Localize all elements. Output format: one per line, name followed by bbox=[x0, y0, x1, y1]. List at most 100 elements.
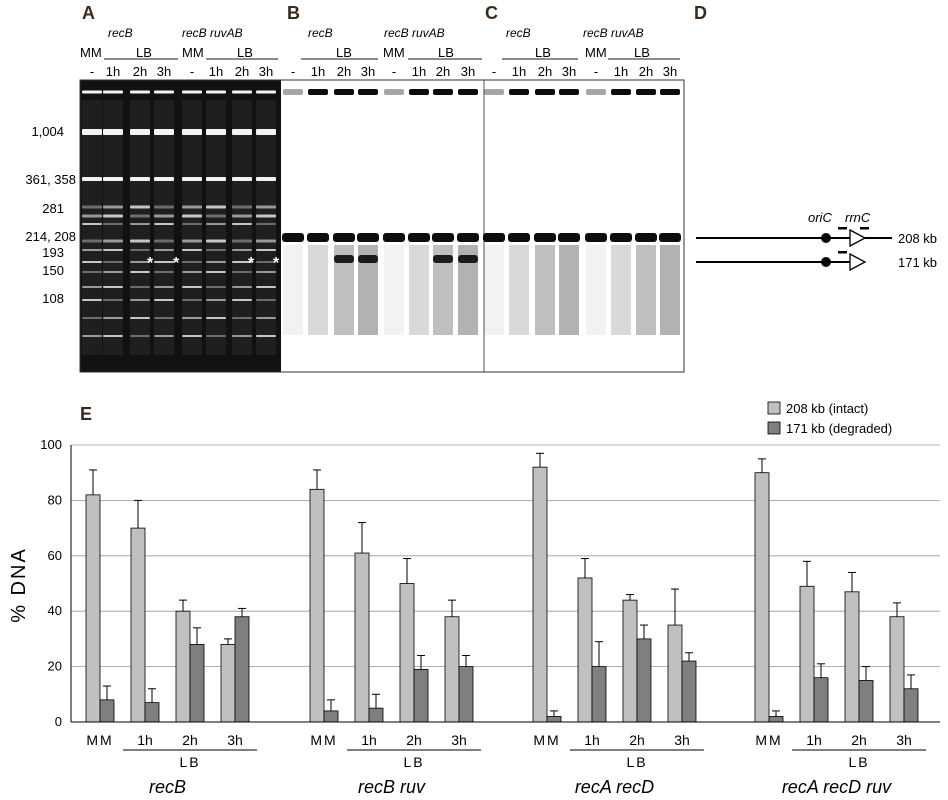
panel-a-lb-1: LB bbox=[136, 45, 152, 60]
bar-degraded-3-2 bbox=[858, 680, 874, 723]
gel-a-band bbox=[82, 205, 102, 209]
gel-a-band bbox=[206, 317, 226, 319]
legend: 208 kb (intact) 171 kb (degraded) bbox=[767, 401, 892, 436]
blot-b-171kb-band bbox=[433, 255, 453, 263]
probe-bar-3 bbox=[838, 251, 847, 254]
gel-a-band bbox=[182, 286, 202, 288]
gel-a-lane-smear bbox=[103, 100, 123, 355]
gel-a-band bbox=[256, 90, 276, 94]
gel-a-band bbox=[103, 317, 123, 319]
size-marker-361-358: 361, 358 bbox=[25, 172, 76, 187]
blot-c-208kb-band bbox=[508, 233, 530, 242]
gel-a-band bbox=[82, 271, 102, 273]
gel-a-band bbox=[154, 214, 174, 218]
blot-b-smear bbox=[308, 245, 328, 335]
blot-b-208kb-band bbox=[333, 233, 355, 242]
gel-a-band bbox=[130, 214, 150, 218]
gel-a-band bbox=[232, 205, 252, 209]
x-tick-2-3: 3h bbox=[674, 732, 690, 748]
gel-a-band bbox=[82, 249, 102, 251]
lane-label-b-4: - bbox=[392, 64, 396, 79]
gel-a-band bbox=[103, 205, 123, 209]
x-tick-0-1: 1h bbox=[137, 732, 153, 748]
blot-c-smear bbox=[660, 245, 680, 335]
lane-label-a-2: 2h bbox=[133, 64, 147, 79]
oric-dot-2 bbox=[821, 257, 831, 267]
gel-a-band bbox=[232, 271, 252, 273]
gel-a-band bbox=[206, 299, 226, 301]
oric-dot-1 bbox=[821, 233, 831, 243]
panel-c-letter: C bbox=[485, 3, 498, 23]
gel-a-band bbox=[182, 223, 202, 225]
bar-intact-1-2 bbox=[399, 583, 415, 723]
blot-b-208kb-band bbox=[357, 233, 379, 242]
gel-a-band bbox=[182, 261, 202, 263]
gel-a-band bbox=[182, 239, 202, 243]
blot-c-smear bbox=[559, 245, 579, 335]
blot-b-171kb-band bbox=[358, 255, 378, 263]
size-marker-281: 281 bbox=[42, 201, 64, 216]
bar-degraded-0-1 bbox=[144, 702, 160, 723]
gel-a-band bbox=[154, 205, 174, 209]
blot-b-smear bbox=[334, 245, 354, 335]
gel-a-band bbox=[206, 214, 226, 218]
x-tick-2-2: 2h bbox=[629, 732, 645, 748]
blot-c-well-band bbox=[484, 89, 504, 95]
bar-degraded-2-1 bbox=[591, 666, 607, 723]
gel-a-band bbox=[103, 129, 123, 135]
gel-a-band bbox=[154, 261, 174, 263]
gel-a-band bbox=[256, 129, 276, 135]
bar-degraded-3-1 bbox=[813, 677, 829, 723]
size-marker-1004: 1,004 bbox=[31, 124, 64, 139]
gel-a-background bbox=[80, 80, 281, 372]
blot-c-208kb-band bbox=[635, 233, 657, 242]
panel-a-mm-1: MM bbox=[80, 45, 102, 60]
blot-b-208kb-band bbox=[282, 233, 304, 242]
size-marker-108: 108 bbox=[42, 291, 64, 306]
lb-label-1: LB bbox=[403, 754, 424, 770]
bar-intact-0-3 bbox=[220, 644, 236, 723]
gel-a-band bbox=[182, 271, 202, 273]
gel-a-lane-smear bbox=[130, 100, 150, 355]
gel-a-band bbox=[154, 286, 174, 288]
blot-c-well-band bbox=[611, 89, 631, 95]
x-tick-3-1: 1h bbox=[806, 732, 822, 748]
gel-a-band bbox=[256, 299, 276, 301]
panel-a-lb-2: LB bbox=[237, 45, 253, 60]
size-marker-214-208: 214, 208 bbox=[25, 229, 76, 244]
panel-e-letter: E bbox=[80, 404, 92, 424]
gel-a-band bbox=[103, 214, 123, 218]
blot-c-smear bbox=[535, 245, 555, 335]
blot-b-208kb-band bbox=[307, 233, 329, 242]
gel-a-band bbox=[154, 223, 174, 225]
blot-b-208kb-band bbox=[383, 233, 405, 242]
gel-a-band bbox=[130, 90, 150, 94]
gel-a-band bbox=[154, 129, 174, 135]
gel-a-band bbox=[130, 335, 150, 337]
asterisk-1: * bbox=[147, 255, 154, 272]
blot-c-well-band bbox=[559, 89, 579, 95]
gel-a-band bbox=[103, 335, 123, 337]
y-tick-20: 20 bbox=[48, 659, 62, 674]
legend-label-degraded: 171 kb (degraded) bbox=[786, 421, 892, 436]
group-label-0: recB bbox=[149, 777, 186, 797]
bar-intact-0-2 bbox=[175, 610, 191, 723]
lb-label-0: LB bbox=[179, 754, 200, 770]
lane-label-c-5: 1h bbox=[614, 64, 628, 79]
blot-c-smear bbox=[509, 245, 529, 335]
gel-a-lane-smear bbox=[154, 100, 174, 355]
blot-b-171kb-band bbox=[334, 255, 354, 263]
gel-a-band bbox=[256, 214, 276, 218]
lane-label-a-5: 1h bbox=[209, 64, 223, 79]
size-marker-150: 150 bbox=[42, 263, 64, 278]
gel-a-band bbox=[232, 286, 252, 288]
gel-a-lane-smear bbox=[256, 100, 276, 355]
gel-a-band bbox=[103, 177, 123, 181]
bar-intact-3-3 bbox=[889, 616, 905, 723]
size-marker-193: 193 bbox=[42, 245, 64, 260]
panel-b-letter: B bbox=[287, 3, 300, 23]
gel-a-band bbox=[130, 317, 150, 319]
blot-b-smear bbox=[458, 245, 478, 335]
gel-a-band bbox=[206, 177, 226, 181]
